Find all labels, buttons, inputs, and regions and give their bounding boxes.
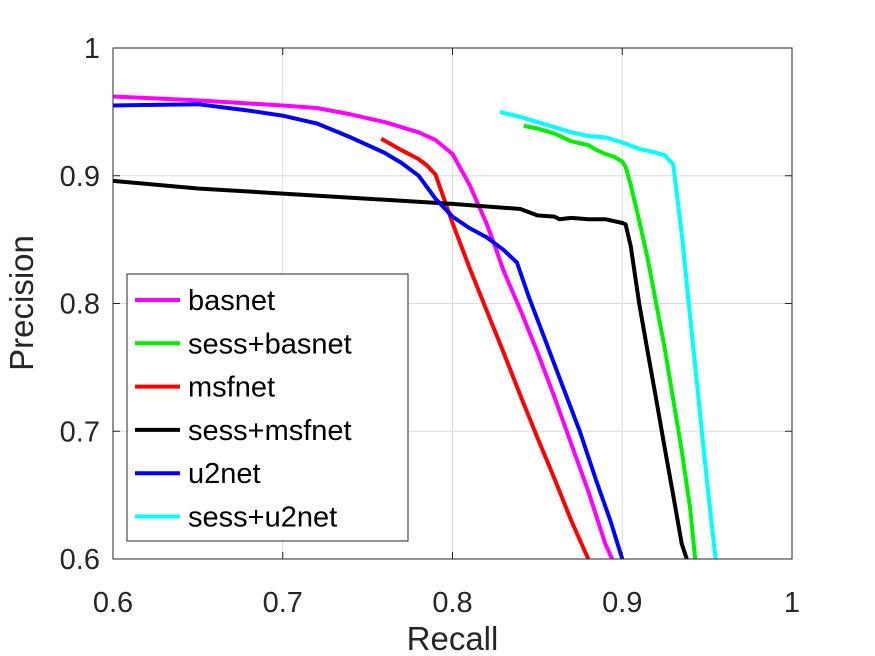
x-tick-label: 0.6 [93,587,133,619]
x-axis-label: Recall [407,620,499,656]
legend-entry-label: basnet [188,285,275,317]
legend-entry-label: u2net [188,458,261,490]
legend-box [126,273,409,542]
x-tick-label: 0.8 [432,587,472,619]
y-tick-label: 0.6 [60,544,100,576]
x-tick-label: 0.9 [602,587,642,619]
y-tick-label: 0.7 [60,416,100,448]
series-line-u2net [112,102,625,560]
y-axis-label: Precision [3,235,40,371]
x-tick-label: 0.7 [263,587,303,619]
series-layer [112,94,718,560]
series-line-msfnet [380,136,591,560]
series-line-basnet [112,94,614,560]
series-line-sess-basnet [523,123,698,560]
y-tick-label: 0.9 [60,161,100,193]
y-tick-label: 0.8 [60,289,100,321]
legend-entry-label: sess+u2net [188,502,337,534]
ticks: 0.6 0.7 0.8 0.9 1 0.6 0.7 0.8 0.9 1 [60,33,800,619]
series-line-sess-msfnet [112,178,689,560]
legend: basnet sess+basnet msfnet sess+msfnet u2net s… [126,273,409,542]
x-tick-label: 1 [784,587,800,619]
legend-entry-label: msfnet [188,372,275,404]
series-line-sess-u2net [499,109,718,560]
y-tick-label: 1 [84,33,100,65]
legend-entry-label: sess+msfnet [188,415,352,447]
legend-entry-label: sess+basnet [188,328,352,360]
